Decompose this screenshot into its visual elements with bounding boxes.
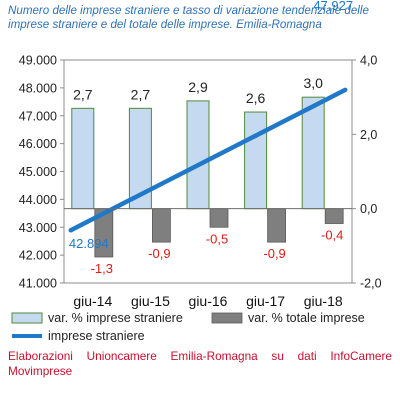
data-label-straniere-giu-17: 2,6 — [246, 90, 266, 106]
data-label-imprese-giu-14: 42.894 — [69, 236, 109, 251]
bar-straniere-giu-17 — [244, 111, 268, 210]
data-label-totale-giu-17: -0,9 — [263, 246, 285, 261]
bar-straniere-giu-16 — [186, 100, 210, 210]
left-tick-label-47000: 47.000 — [19, 109, 57, 123]
data-label-totale-giu-18: -0,4 — [321, 228, 343, 243]
category-label-giu-16: giu-16 — [189, 293, 228, 309]
data-label-totale-giu-15: -0,9 — [148, 246, 170, 261]
data-label-totale-giu-14: -1,3 — [91, 261, 113, 276]
data-label-straniere-giu-14: 2,7 — [73, 86, 93, 102]
legend-label-imprese: imprese straniere — [48, 329, 145, 343]
line-layer — [68, 87, 348, 233]
bar-totale-giu-17 — [267, 208, 287, 243]
right-tick-label-2: 2,0 — [360, 128, 377, 142]
category-label-giu-14: giu-14 — [73, 293, 112, 309]
left-tick-label-41000: 41.000 — [19, 277, 57, 291]
legend-label-totale: var. % totale imprese — [248, 311, 365, 325]
category-label-giu-18: giu-18 — [304, 293, 343, 309]
line-imprese-straniere — [68, 87, 348, 233]
source-note: Elaborazioni Unioncamere Emilia-Romagna … — [8, 349, 392, 378]
data-label-straniere-giu-18: 3,0 — [303, 75, 323, 91]
left-tick-label-43000: 43.000 — [19, 221, 57, 235]
left-tick-label-48000: 48.000 — [19, 81, 57, 95]
data-label-straniere-giu-15: 2,7 — [131, 86, 151, 102]
data-label-straniere-giu-16: 2,9 — [188, 79, 208, 95]
data-label-totale-giu-16: -0,5 — [206, 231, 228, 246]
bar-totale-giu-15 — [151, 208, 171, 243]
data-label-imprese-giu-18: 47.927 — [313, 0, 353, 13]
left-tick-label-44000: 44.000 — [19, 193, 57, 207]
left-tick-label-45000: 45.000 — [19, 165, 57, 179]
right-tick-label-0: 0,0 — [360, 202, 377, 216]
category-label-giu-15: giu-15 — [131, 293, 170, 309]
axes-group: 41.000 42.000 43.000 44.000 45.000 46.000 47.0… — [19, 54, 382, 310]
left-tick-label-46000: 46.000 — [19, 137, 57, 151]
bars-group — [71, 96, 344, 258]
bar-straniere-giu-14 — [71, 107, 95, 210]
bar-straniere-giu-18 — [301, 96, 325, 210]
legend-label-straniere: var. % imprese straniere — [48, 311, 183, 325]
left-tick-label-42000: 42.000 — [19, 249, 57, 263]
legend-swatch-straniere — [11, 312, 43, 324]
bar-totale-giu-16 — [209, 208, 229, 228]
legend: var. % imprese straniere var. % totale im… — [11, 311, 365, 343]
category-label-giu-17: giu-17 — [246, 293, 285, 309]
right-tick-label--2: -2,0 — [360, 277, 382, 291]
chart-title: Numero delle imprese straniere e tasso d… — [8, 4, 369, 31]
bar-totale-giu-18 — [324, 208, 344, 224]
right-tick-label-4: 4,0 — [360, 54, 377, 68]
left-tick-label-49000: 49.000 — [19, 54, 57, 68]
legend-swatch-totale — [211, 312, 243, 324]
labels-group: 2,7 2,7 2,9 2,6 3,0 -1,3 -0,9 -0,5 -0,9 -0,4 42.89… — [69, 0, 353, 276]
